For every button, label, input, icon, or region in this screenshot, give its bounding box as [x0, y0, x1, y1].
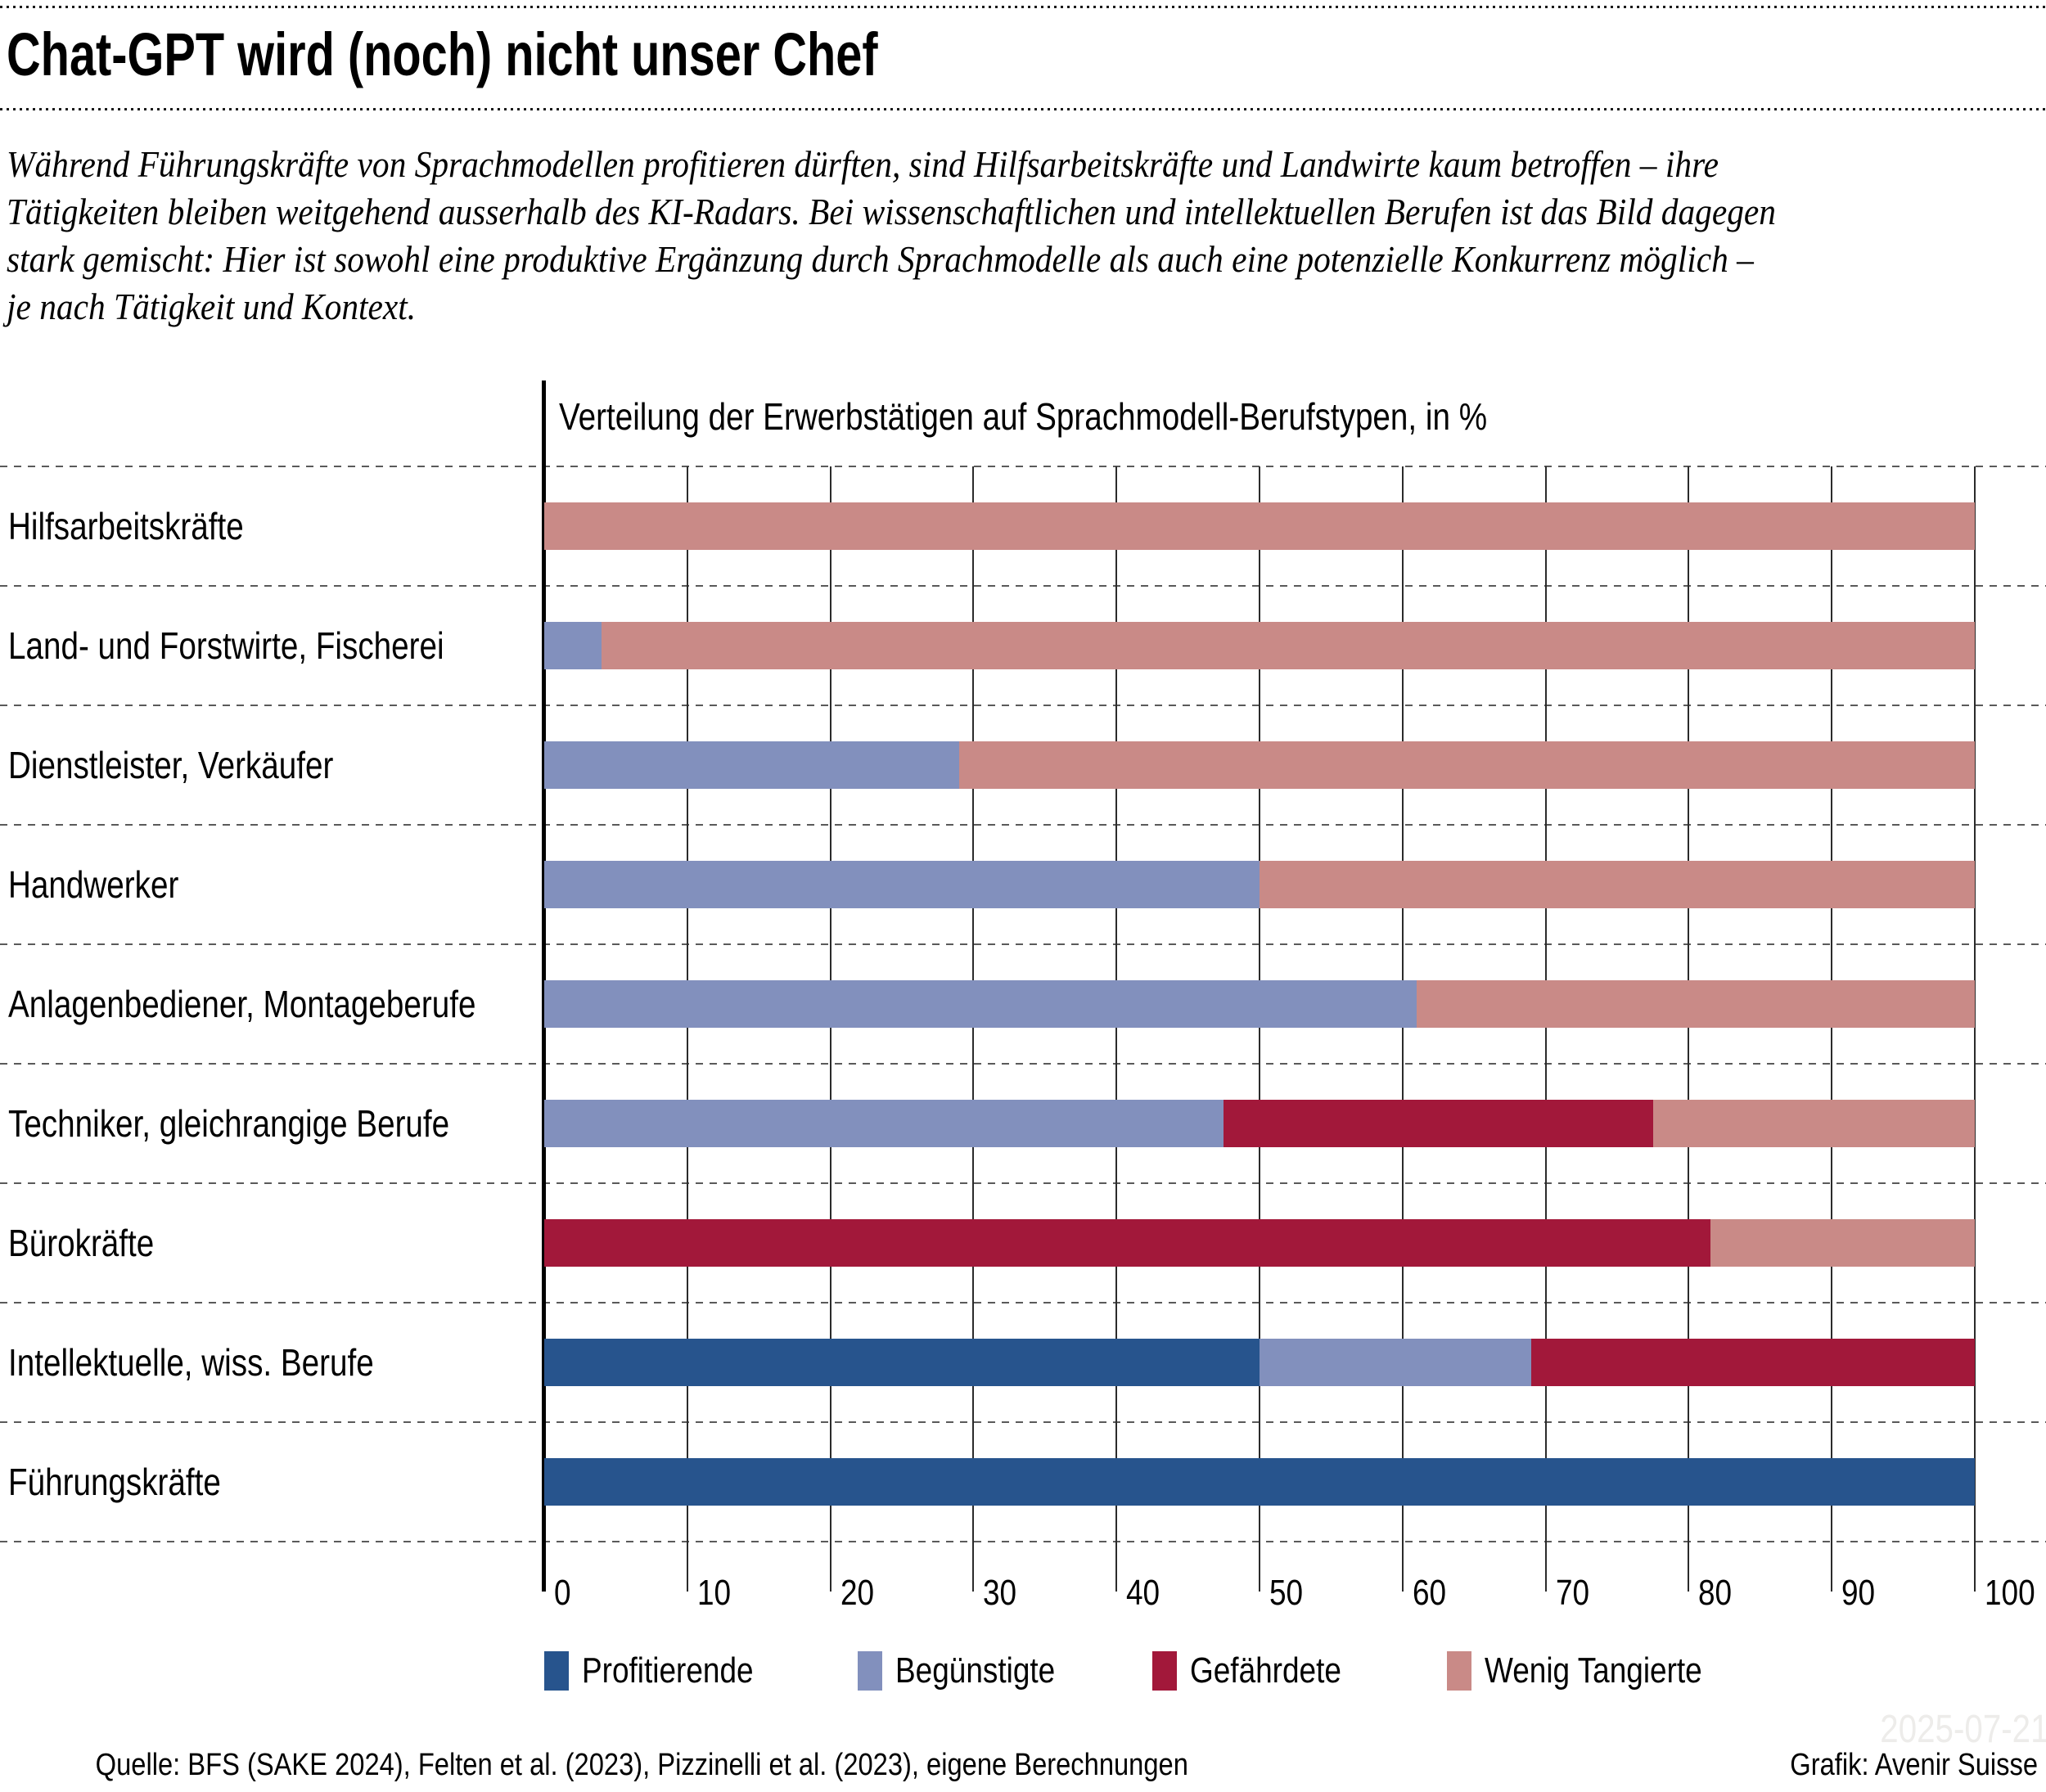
- x-tick-label: 10: [696, 1573, 731, 1613]
- row-separator: [0, 466, 2046, 467]
- y-axis-line: [542, 380, 546, 1592]
- bar-segment: [544, 861, 1260, 908]
- gridline: [1974, 466, 1976, 1592]
- chart-title: Verteilung der Erwerbstätigen auf Sprach…: [559, 395, 1488, 438]
- bar-segment: [958, 741, 1975, 789]
- gridline: [1115, 466, 1118, 1592]
- gridline: [829, 466, 831, 1592]
- bar-segment: [1417, 980, 1975, 1028]
- bar-segment: [601, 622, 1975, 669]
- bar-segment: [544, 1339, 1260, 1386]
- subtitle-line: Tätigkeiten bleiben weitgehend ausserhal…: [7, 191, 1777, 232]
- x-tick-label: 20: [840, 1573, 874, 1613]
- subtitle-line: stark gemischt: Hier ist sowohl eine pro…: [7, 238, 1754, 280]
- gridline: [1831, 466, 1833, 1592]
- source-note: Quelle: BFS (SAKE 2024), Felten et al. (…: [95, 1748, 1188, 1782]
- legend-item: Profitierende: [544, 1648, 786, 1694]
- row-separator: [0, 705, 2046, 706]
- bar-segment: [544, 502, 1975, 550]
- row-separator: [0, 1063, 2046, 1065]
- legend-item: Gefährdete: [1152, 1648, 1370, 1694]
- row-separator: [0, 585, 2046, 587]
- gridline: [1544, 466, 1547, 1592]
- x-tick-label: 70: [1555, 1573, 1589, 1613]
- row-separator: [0, 1182, 2046, 1184]
- category-label: Hilfsarbeitskräfte: [8, 505, 244, 547]
- gridline: [1688, 466, 1690, 1592]
- category-label: Techniker, gleichrangige Berufe: [8, 1102, 450, 1145]
- legend-swatch: [1447, 1651, 1471, 1691]
- page-title: Chat-GPT wird (noch) nicht unser Chef: [7, 20, 878, 88]
- bar-segment: [1652, 1100, 1975, 1147]
- subtitle-line: Während Führungskräfte von Sprachmodelle…: [7, 143, 1719, 185]
- bar-segment: [544, 1219, 1710, 1267]
- category-label: Handwerker: [8, 863, 179, 906]
- row-separator: [0, 943, 2046, 945]
- category-label: Intellektuelle, wiss. Berufe: [8, 1341, 374, 1384]
- date-watermark: 2025-07-21: [1880, 1708, 2046, 1751]
- row-separator: [0, 1302, 2046, 1303]
- gridline: [686, 466, 688, 1592]
- x-tick-label: 30: [983, 1573, 1017, 1613]
- legend-label: Begünstigte: [895, 1650, 1056, 1691]
- legend-label: Profitierende: [582, 1650, 754, 1691]
- gridline: [1401, 466, 1404, 1592]
- bar-segment: [544, 1458, 1975, 1506]
- legend-label: Gefährdete: [1190, 1650, 1341, 1691]
- bar-segment: [544, 622, 602, 669]
- legend-item: Wenig Tangierte: [1447, 1648, 1743, 1694]
- x-tick-label: 50: [1269, 1573, 1304, 1613]
- category-label: Führungskräfte: [8, 1461, 221, 1503]
- legend-item: Begünstigte: [858, 1648, 1085, 1694]
- x-tick-label: 40: [1126, 1573, 1160, 1613]
- bar-segment: [1260, 861, 1975, 908]
- bar-segment: [1224, 1100, 1653, 1147]
- x-tick-label: 100: [1985, 1573, 2035, 1613]
- bar-segment: [544, 980, 1417, 1028]
- subtitle-line: je nach Tätigkeit und Kontext.: [7, 286, 417, 327]
- bar-segment: [1260, 1339, 1532, 1386]
- legend-swatch: [858, 1651, 882, 1691]
- row-separator: [0, 1421, 2046, 1423]
- dotted-rule-under-title: [0, 108, 2046, 110]
- credit-note: Grafik: Avenir Suisse: [1790, 1748, 2038, 1782]
- bar-segment: [544, 1100, 1224, 1147]
- x-tick-label: 60: [1412, 1573, 1446, 1613]
- category-label: Bürokräfte: [8, 1222, 155, 1264]
- legend-swatch: [1152, 1651, 1177, 1691]
- x-tick-label: 80: [1698, 1573, 1733, 1613]
- dotted-rule-top: [0, 6, 2046, 8]
- row-separator: [0, 1541, 2046, 1542]
- bar-segment: [1531, 1339, 1975, 1386]
- bar-segment: [1710, 1219, 1975, 1267]
- category-label: Land- und Forstwirte, Fischerei: [8, 624, 444, 667]
- gridline: [1259, 466, 1260, 1592]
- category-label: Dienstleister, Verkäufer: [8, 744, 334, 786]
- subtitle: Während Führungskräfte von Sprachmodelle…: [7, 141, 1972, 331]
- gridline: [972, 466, 975, 1592]
- row-separator: [0, 824, 2046, 826]
- legend-swatch: [544, 1651, 569, 1691]
- bar-segment: [544, 741, 959, 789]
- legend-label: Wenig Tangierte: [1485, 1650, 1702, 1691]
- x-tick-label: 90: [1841, 1573, 1876, 1613]
- category-label: Anlagenbediener, Montageberufe: [8, 983, 476, 1025]
- x-tick-label: 0: [554, 1573, 571, 1613]
